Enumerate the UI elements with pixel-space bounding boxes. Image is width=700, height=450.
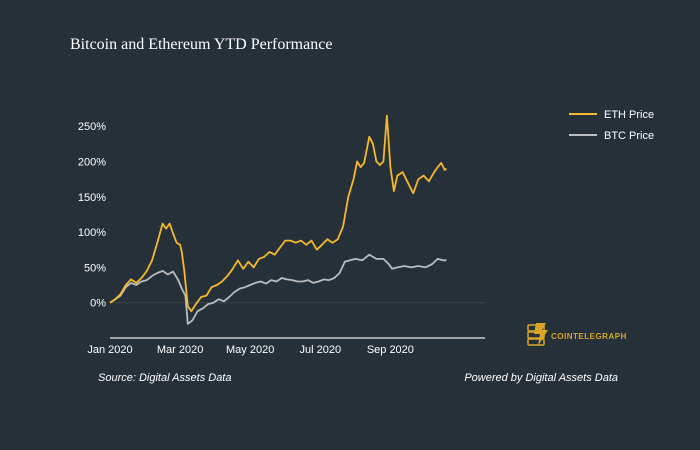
y-tick-label: 0% [90, 298, 106, 310]
y-tick-label: 100% [78, 227, 106, 239]
y-tick-label: 200% [78, 156, 106, 168]
legend-label: ETH Price [604, 109, 654, 121]
cointelegraph-logo-icon [527, 323, 548, 346]
x-tick-label: Jul 2020 [299, 344, 341, 356]
cointelegraph-logo: COINTELEGRAPH [527, 323, 627, 346]
series-line-eth-price [109, 114, 447, 313]
legend-item-eth-price[interactable]: ETH Price [569, 109, 654, 121]
legend-item-btc-price[interactable]: BTC Price [569, 130, 654, 142]
x-tick-label: May 2020 [226, 344, 274, 356]
legend-label: BTC Price [604, 130, 654, 142]
chart-title: Bitcoin and Ethereum YTD Performance [70, 36, 333, 53]
footer-powered-by: Powered by Digital Assets Data [464, 372, 618, 384]
series-line-btc-price [109, 253, 447, 325]
legend[interactable]: ETH Price BTC Price [569, 109, 654, 142]
series-layer [109, 114, 447, 325]
cointelegraph-logo-text: COINTELEGRAPH [551, 332, 627, 341]
y-tick-label: 50% [84, 262, 106, 274]
x-tick-label: Jan 2020 [87, 344, 132, 356]
y-tick-label: 250% [78, 121, 106, 133]
y-tick-label: 150% [78, 192, 106, 204]
x-tick-label: Mar 2020 [157, 344, 203, 356]
axis-layer: 0% 50% 100% 150% 200% 250% Jan 2020 Mar 2020 May… [78, 121, 485, 356]
x-tick-label: Sep 2020 [367, 344, 414, 356]
footer-source: Source: Digital Assets Data [98, 372, 232, 384]
